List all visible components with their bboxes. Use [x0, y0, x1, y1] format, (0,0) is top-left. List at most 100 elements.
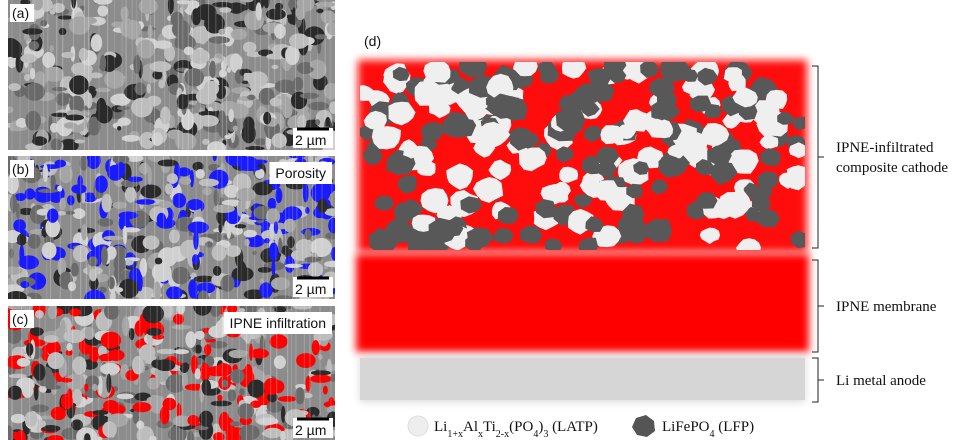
grain	[231, 4, 249, 11]
grain	[233, 126, 238, 132]
panel-label: (a)	[12, 5, 29, 21]
grain	[212, 245, 227, 261]
grain	[66, 211, 75, 215]
grain	[244, 364, 252, 382]
grain	[300, 93, 319, 99]
grain	[71, 184, 87, 194]
grain	[25, 188, 36, 199]
grain	[152, 132, 163, 146]
grain	[271, 277, 290, 290]
grain	[9, 374, 27, 378]
grain	[269, 242, 279, 260]
grain	[308, 102, 329, 111]
grain	[324, 261, 341, 267]
grain	[199, 179, 219, 187]
grain	[48, 304, 58, 319]
grain	[117, 126, 121, 131]
grain	[61, 378, 72, 383]
grain	[64, 329, 86, 343]
grain	[271, 260, 275, 275]
grain	[52, 87, 67, 91]
layer-label: IPNE-infiltrated	[836, 140, 934, 156]
grain	[128, 176, 143, 182]
grain	[122, 316, 129, 336]
panel-label: (c)	[12, 311, 28, 327]
grain	[92, 410, 108, 415]
grain	[68, 282, 76, 292]
grain	[118, 212, 138, 220]
grain	[166, 286, 182, 299]
grain	[227, 67, 231, 73]
grain	[236, 188, 256, 202]
grain	[205, 241, 213, 247]
grain	[278, 237, 282, 253]
grain	[58, 15, 73, 19]
grain	[10, 194, 17, 213]
grain	[118, 117, 131, 125]
grain	[219, 7, 231, 13]
layer-label: composite cathode	[836, 160, 948, 176]
grain	[136, 421, 144, 430]
anode-layer	[360, 358, 805, 400]
legend-label: LiFePO4 (LFP)	[662, 419, 754, 440]
grain	[137, 40, 155, 59]
grain	[88, 256, 98, 266]
scale-label: 2 µm	[295, 422, 326, 438]
grain	[122, 135, 140, 142]
grain	[229, 350, 247, 359]
grain	[248, 380, 266, 398]
grain	[259, 283, 272, 298]
grain	[160, 107, 170, 125]
grain	[16, 203, 21, 219]
grain	[91, 34, 102, 52]
grain	[133, 402, 152, 412]
grain	[297, 212, 302, 216]
grain	[209, 61, 216, 78]
grain	[180, 177, 192, 185]
grain	[65, 115, 84, 121]
grain	[274, 24, 285, 39]
grain	[51, 407, 67, 420]
grain	[155, 359, 175, 371]
grain	[213, 189, 218, 205]
grain	[158, 201, 172, 209]
grain	[67, 388, 72, 400]
grain	[129, 328, 134, 340]
grain	[204, 344, 212, 355]
grain	[103, 400, 118, 411]
grain	[104, 303, 119, 320]
grain	[45, 385, 61, 390]
grain	[240, 69, 245, 76]
grain	[112, 202, 127, 209]
grain	[163, 398, 177, 411]
page: {"panels": { "a": {"label": "(a)", "scal…	[0, 0, 971, 440]
grain	[328, 218, 338, 234]
grain	[158, 247, 177, 267]
formula-text: Al	[463, 419, 478, 435]
grain	[99, 354, 116, 362]
grain	[171, 325, 191, 330]
formula-text: Ti	[483, 419, 496, 435]
grain	[232, 267, 254, 281]
grain	[274, 306, 286, 313]
grain	[310, 375, 331, 383]
grain	[84, 290, 105, 308]
grain	[216, 363, 232, 376]
layer-label: Li metal anode	[836, 373, 926, 389]
grain	[187, 415, 199, 426]
scale-label: 2 µm	[295, 132, 326, 148]
grain	[8, 386, 22, 400]
grain	[38, 189, 58, 193]
grain	[95, 176, 108, 193]
grain	[213, 151, 217, 161]
grain	[270, 334, 288, 348]
grain	[7, 303, 26, 310]
grain	[69, 308, 80, 316]
grain	[19, 245, 24, 263]
formula-text: (LFP)	[715, 419, 755, 435]
micrograph	[0, 0, 342, 158]
grain	[210, 300, 221, 317]
grain	[57, 211, 66, 216]
grain	[311, 370, 331, 375]
grain	[57, 185, 62, 191]
